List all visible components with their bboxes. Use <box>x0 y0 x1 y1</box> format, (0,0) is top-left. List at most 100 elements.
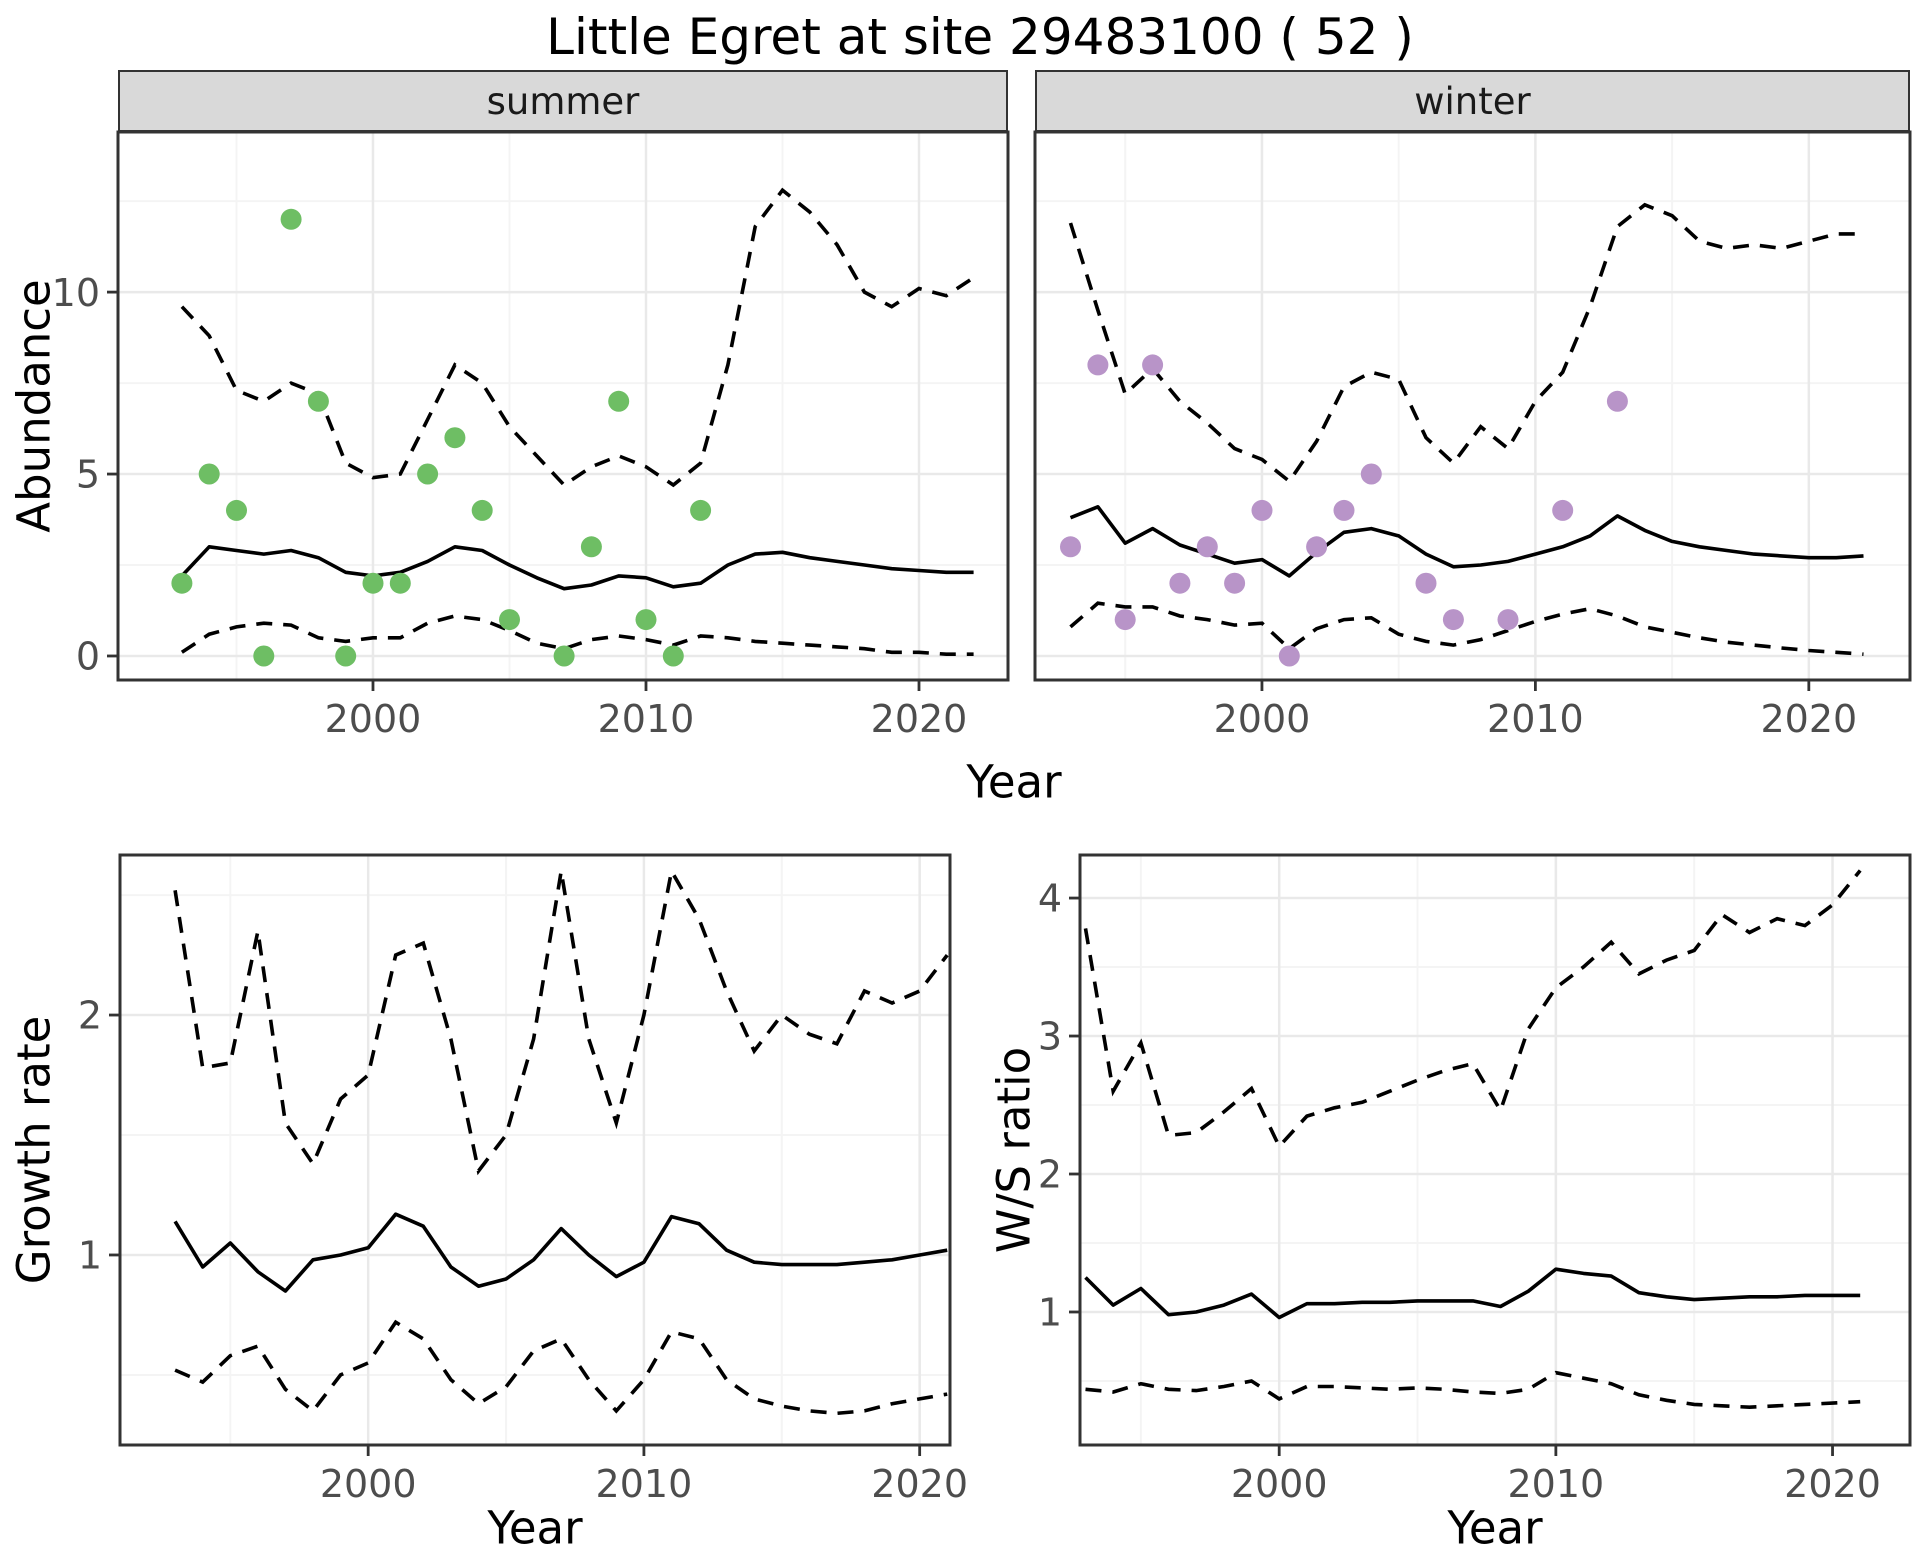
data-point <box>608 390 630 412</box>
data-point <box>580 536 602 558</box>
x-axis: 2000 2010 2020 <box>325 680 968 741</box>
data-point <box>1360 463 1382 485</box>
data-point <box>1442 609 1464 631</box>
data-point <box>1060 536 1081 558</box>
median-line <box>180 544 974 591</box>
data-point <box>389 572 411 594</box>
facet-strip-summer-label: summer <box>486 79 640 123</box>
panel-abundance-winter: 2000 2010 2020 <box>1033 130 1912 741</box>
y-tick-label: 3 <box>1038 1015 1062 1059</box>
ci-lower-line <box>174 1319 948 1416</box>
x-axis: 2000 2010 2020 <box>1231 1445 1881 1506</box>
data-point <box>417 463 439 485</box>
data-point <box>1224 572 1246 594</box>
y-tick-label: 1 <box>78 1234 102 1278</box>
median-line <box>1084 1267 1861 1320</box>
facet-strip-winter: winter <box>1035 70 1910 132</box>
grid-major <box>1080 855 1910 1445</box>
data-point <box>307 390 329 412</box>
data-point <box>635 609 657 631</box>
data-point <box>662 645 684 667</box>
y-tick-label: 10 <box>52 271 100 315</box>
observation-points <box>1060 354 1628 667</box>
data-point <box>1278 645 1300 667</box>
data-point <box>1306 536 1328 558</box>
panel-background <box>120 855 950 1445</box>
grid-major <box>1035 132 1910 680</box>
data-point <box>362 572 384 594</box>
ci-upper-line <box>1068 202 1864 484</box>
data-point <box>471 499 493 521</box>
y-tick-label: 0 <box>76 635 100 679</box>
data-point <box>1251 499 1273 521</box>
x-tick-label: 2020 <box>871 697 968 741</box>
x-tick-label: 2010 <box>598 697 695 741</box>
y-tick-label: 1 <box>1038 1291 1062 1335</box>
grid-minor <box>1080 855 1910 1445</box>
panel-border <box>1078 853 1912 1447</box>
data-point <box>226 499 247 521</box>
x-tick-label: 2000 <box>1214 697 1311 741</box>
y-tick-label: 5 <box>76 453 100 497</box>
data-point <box>444 427 466 449</box>
ci-upper-line <box>180 187 975 488</box>
data-point <box>553 645 575 667</box>
data-point <box>1497 609 1519 631</box>
y-tick-label: 4 <box>1038 877 1062 921</box>
x-tick-label: 2020 <box>1784 1462 1881 1506</box>
x-tick-label: 2000 <box>325 697 422 741</box>
ci-lower-line <box>180 614 974 657</box>
data-point <box>1333 499 1355 521</box>
ci-upper-line <box>173 866 949 1176</box>
data-point <box>499 609 520 631</box>
y-axis: 0 5 10 <box>52 271 118 679</box>
data-point <box>253 645 275 667</box>
ci-upper-line <box>1083 869 1862 1150</box>
x-tick-label: 2000 <box>320 1462 417 1506</box>
ci-lower-line <box>1069 601 1864 656</box>
data-point <box>1552 499 1574 521</box>
x-axis-title-year-ws: Year <box>1447 1501 1543 1555</box>
median-line <box>173 1212 948 1293</box>
y-tick-label: 2 <box>1038 1153 1062 1197</box>
x-tick-label: 2020 <box>1760 697 1857 741</box>
data-point <box>280 208 302 230</box>
panel-background <box>118 132 1008 680</box>
x-tick-label: 2010 <box>596 1462 693 1506</box>
data-point <box>1415 572 1437 594</box>
data-point <box>1196 536 1218 558</box>
x-tick-label: 2010 <box>1508 1462 1605 1506</box>
figure-title: Little Egret at site 29483100 ( 52 ) <box>546 8 1414 66</box>
panel-abundance-summer: 2000 2010 2020 0 5 10 <box>52 130 1010 741</box>
facet-strip-summer: summer <box>118 70 1008 132</box>
x-tick-label: 2000 <box>1231 1462 1328 1506</box>
data-point <box>1087 354 1109 376</box>
x-tick-label: 2010 <box>1487 697 1584 741</box>
data-point <box>1606 390 1628 412</box>
panel-ws-ratio: 2000 2010 2020 1 2 3 4 <box>1038 853 1912 1506</box>
panel-border <box>116 130 1010 682</box>
observation-points <box>171 208 712 667</box>
data-point <box>171 572 193 594</box>
facet-strip-winter-label: winter <box>1414 79 1531 123</box>
grid-minor <box>120 855 950 1445</box>
panel-border <box>1033 130 1912 682</box>
x-tick-label: 2020 <box>871 1462 968 1506</box>
x-axis: 2000 2010 2020 <box>1214 680 1857 741</box>
data-point <box>335 645 357 667</box>
grid-major <box>120 855 950 1445</box>
y-axis: 1 2 3 4 <box>1038 877 1080 1335</box>
data-point <box>690 499 712 521</box>
data-point <box>1142 354 1164 376</box>
y-axis: 12 <box>78 994 120 1278</box>
x-axis: 2000 2010 2020 <box>320 1445 968 1506</box>
x-axis-title-year-growth: Year <box>487 1501 583 1555</box>
data-point <box>1169 572 1191 594</box>
y-tick-label: 2 <box>78 994 102 1038</box>
x-axis-title-year-top: Year <box>966 755 1062 809</box>
data-point <box>198 463 220 485</box>
panel-border <box>118 853 952 1447</box>
